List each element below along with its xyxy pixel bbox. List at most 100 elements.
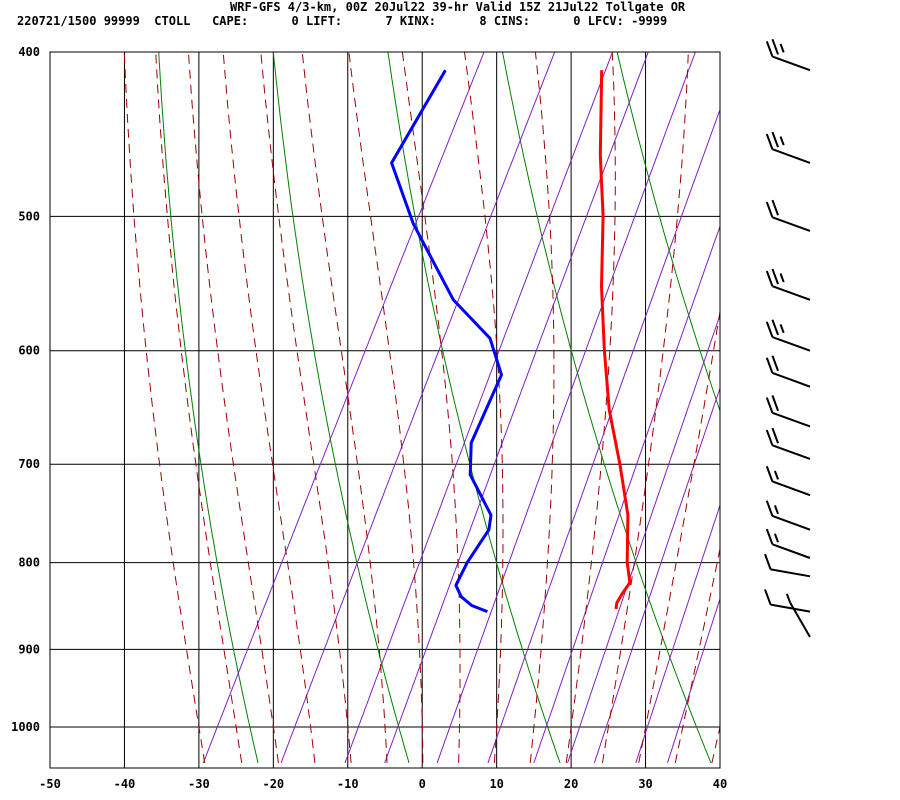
wind-barb-flag: [765, 270, 774, 287]
thermodynamic-background: [123, 52, 900, 764]
mixing-ratio-line: [667, 597, 720, 764]
wind-barb-shaft: [772, 444, 811, 460]
wind-barb-flag: [771, 131, 779, 148]
pressure-tick-label: 600: [18, 344, 40, 358]
wind-barb-flag: [765, 465, 774, 482]
mixing-ratio-line: [593, 386, 720, 764]
wind-barb-flag: [773, 533, 779, 543]
temperature-tick-label: -30: [188, 777, 210, 791]
pressure-tick-label: 700: [18, 457, 40, 471]
wind-barb-flag: [765, 40, 774, 57]
wind-barb: [765, 319, 811, 352]
moist-adiabat-line: [222, 52, 316, 763]
temperature-profile-line: [598, 70, 632, 610]
moist-adiabat-line: [711, 724, 720, 764]
sounding-profiles: [390, 69, 632, 613]
wind-barb-flag: [779, 324, 785, 334]
wind-barb-flag: [771, 319, 779, 336]
wind-barb-shaft: [772, 543, 811, 559]
wind-barb-flag: [771, 38, 779, 55]
wind-barb: [765, 465, 811, 497]
pressure-tick-label: 900: [18, 642, 40, 656]
temperature-tick-label: 20: [564, 777, 578, 791]
dry-adiabat-line: [158, 52, 259, 764]
moist-adiabat-line: [348, 52, 424, 763]
wind-barb-flag: [765, 321, 774, 338]
wind-barb-flag: [771, 395, 779, 412]
wind-barb-shaft: [772, 372, 811, 388]
temperature-tick-label: -50: [39, 777, 61, 791]
wind-barb: [765, 528, 811, 559]
wind-barb-shaft: [772, 515, 811, 531]
wind-barb-shaft: [772, 148, 811, 164]
wind-barb-flag: [765, 133, 774, 150]
sounding-header: WRF-GFS 4/3-km, 00Z 20Jul22 39-hr Valid …: [0, 0, 900, 40]
mixing-ratio-line: [202, 52, 485, 764]
chart-title: WRF-GFS 4/3-km, 00Z 20Jul22 39-hr Valid …: [230, 0, 686, 14]
wind-barb-shaft: [772, 55, 811, 72]
wind-barb: [765, 199, 811, 232]
wind-barb-flag: [764, 553, 772, 570]
isotherm-isobar-grid: [49, 51, 721, 768]
wind-barb-flag: [773, 505, 779, 515]
wind-barb: [785, 593, 811, 638]
mixing-ratio-line: [635, 503, 720, 764]
wind-barb-flag: [773, 470, 779, 480]
dry-adiabat-line: [616, 52, 720, 413]
temperature-tick-label: 0: [419, 777, 426, 791]
wind-barb-flag: [765, 429, 774, 446]
wind-barb: [764, 553, 811, 578]
axis-tick-labels: 400 500 600 700 800 900 1000 -50 -40 -30 -20 -10 0 10…: [11, 45, 727, 791]
pressure-tick-label: 800: [18, 556, 40, 570]
wind-barb: [765, 427, 811, 460]
moist-adiabat-line: [155, 52, 243, 763]
wind-barb-shaft: [770, 603, 811, 613]
wind-barb-flag: [785, 593, 791, 603]
wind-barb-shaft: [772, 336, 811, 352]
temperature-tick-label: 30: [638, 777, 652, 791]
plot-frame: [49, 51, 721, 769]
wind-barb-flag: [771, 268, 779, 285]
wind-barb-flag: [764, 589, 772, 605]
wind-barb-shaft: [772, 411, 811, 428]
wind-barb-column: [764, 38, 811, 638]
temperature-tick-label: -40: [114, 777, 136, 791]
wind-barb: [764, 589, 811, 613]
sounding-indices: 220721/1500 99999 CTOLL CAPE: 0 LIFT: 7 …: [17, 14, 668, 28]
dewpoint-profile-line: [390, 69, 503, 613]
pressure-tick-label: 1000: [11, 720, 40, 734]
temperature-tick-label: 10: [489, 777, 503, 791]
moist-adiabat-line: [301, 52, 388, 763]
wind-barb: [765, 38, 811, 72]
wind-barb-shaft: [772, 216, 811, 232]
moist-adiabat-line: [401, 52, 461, 763]
wind-barb-shaft: [789, 601, 811, 638]
wind-barb-flag: [771, 355, 779, 372]
wind-barb: [765, 395, 811, 428]
pressure-tick-label: 500: [18, 209, 40, 223]
mixing-ratio-line: [384, 52, 649, 764]
wind-barb-shaft: [770, 568, 811, 578]
wind-barb: [765, 268, 811, 301]
pressure-tick-label: 400: [18, 45, 40, 59]
moist-adiabat-line: [601, 52, 689, 763]
mixing-ratio-line: [344, 52, 613, 764]
wind-barb-flag: [779, 136, 785, 146]
moist-adiabat-line: [187, 52, 279, 763]
wind-barb-flag: [765, 528, 774, 545]
moist-adiabat-line: [674, 546, 720, 763]
temperature-tick-label: 40: [713, 777, 727, 791]
moist-adiabat-line: [565, 52, 616, 763]
temperature-tick-label: -20: [262, 777, 284, 791]
wind-barb: [765, 355, 811, 388]
wind-barb: [765, 500, 811, 531]
wind-barb-flag: [771, 427, 779, 444]
wind-barb-flag: [765, 357, 774, 374]
wind-barb-flag: [765, 500, 774, 517]
dry-adiabat-line: [846, 52, 900, 763]
wind-barb-flag: [765, 397, 774, 414]
moist-adiabat-line: [123, 52, 206, 763]
wind-barb-shaft: [772, 285, 811, 301]
dry-adiabat-line: [387, 52, 561, 764]
